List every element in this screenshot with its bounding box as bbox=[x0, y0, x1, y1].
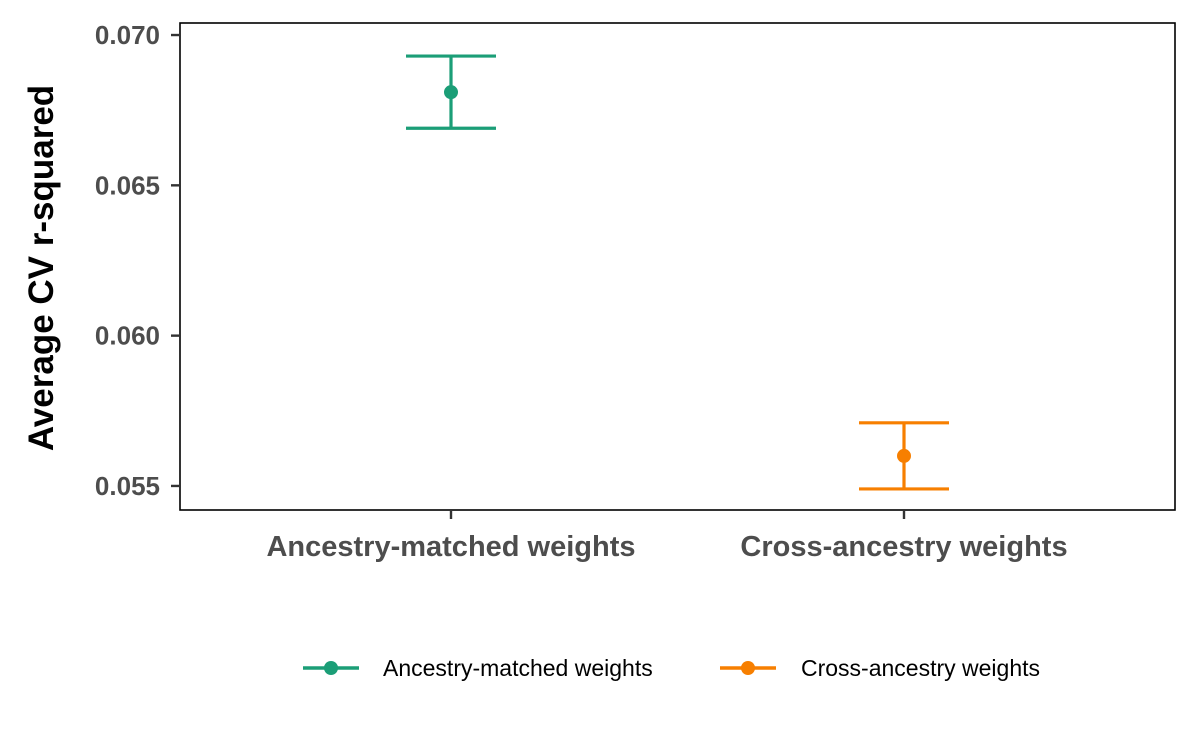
data-point bbox=[897, 448, 911, 463]
x-tick-label: Ancestry-matched weights bbox=[266, 531, 635, 563]
legend-key-point bbox=[324, 661, 338, 675]
legend-label: Ancestry-matched weights bbox=[383, 655, 653, 681]
plot-border bbox=[179, 22, 1176, 511]
legend-label: Cross-ancestry weights bbox=[801, 655, 1040, 681]
data-point bbox=[444, 85, 458, 100]
legend-key-point bbox=[741, 661, 755, 675]
y-tick-label: 0.060 bbox=[95, 321, 160, 351]
y-axis-label: Average CV r-squared bbox=[22, 85, 61, 451]
y-tick-label: 0.070 bbox=[95, 20, 160, 50]
legend: Ancestry-matched weights Cross-ancestry w… bbox=[303, 655, 1040, 681]
y-tick-label: 0.065 bbox=[95, 170, 160, 200]
plot-area: 0.055 0.060 0.065 0.070 Ancestry-matched wei… bbox=[95, 20, 1176, 563]
x-tick-label: Cross-ancestry weights bbox=[740, 531, 1067, 563]
y-tick-label: 0.055 bbox=[95, 471, 160, 501]
